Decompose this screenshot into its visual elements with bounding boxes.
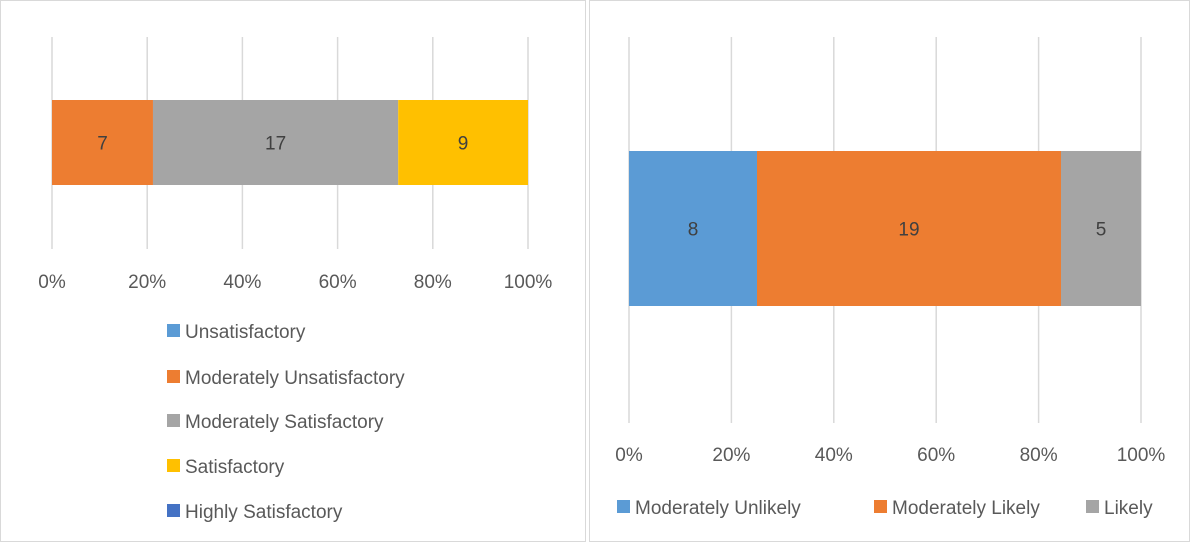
x-tick-label: 20% — [712, 445, 750, 466]
legend-swatch — [617, 500, 630, 513]
x-tick-label: 100% — [504, 272, 553, 293]
legend-swatch — [167, 459, 180, 472]
x-tick-label: 20% — [128, 272, 166, 293]
legend-swatch — [167, 504, 180, 517]
data-label: 8 — [688, 220, 699, 241]
bar-segment-moderately-unlikely — [629, 151, 757, 306]
legend-label: Likely — [1104, 498, 1153, 519]
x-tick-label: 80% — [1020, 445, 1058, 466]
bar-segment-moderately-unsatisfactory — [52, 100, 153, 185]
stacked-bar-chart-satisfaction: 7 17 9 0% 20% 40% 60% 80% 100% Unsatisfactory Mode… — [38, 37, 553, 523]
bar-segment-satisfactory — [398, 100, 528, 185]
legend-swatch — [167, 370, 180, 383]
data-label: 9 — [458, 134, 469, 155]
x-tick-label: 100% — [1117, 445, 1166, 466]
x-tick-label: 0% — [615, 445, 643, 466]
x-tick-label: 80% — [414, 272, 452, 293]
legend-label: Moderately Unlikely — [635, 498, 801, 519]
data-label: 5 — [1096, 220, 1107, 241]
chart-panel-left: 7 17 9 0% 20% 40% 60% 80% 100% Unsatisfactory Mode… — [0, 0, 586, 542]
legend-label: Unsatisfactory — [185, 322, 306, 343]
data-label: 17 — [265, 134, 286, 155]
chart-panel-right: 8 19 5 0% 20% 40% 60% 80% 100% Moderately Unlikel… — [589, 0, 1190, 542]
legend-label: Moderately Unsatisfactory — [185, 368, 405, 389]
bar-segment-moderately-satisfactory — [152, 100, 399, 185]
legend-swatch — [167, 324, 180, 337]
data-label: 7 — [97, 134, 108, 155]
legend-swatch — [167, 414, 180, 427]
stacked-bar-chart-likelihood: 8 19 5 0% 20% 40% 60% 80% 100% Moderately Unlikel… — [615, 37, 1166, 519]
legend-label: Highly Satisfactory — [185, 502, 343, 523]
legend-label: Moderately Likely — [892, 498, 1040, 519]
legend-swatch — [874, 500, 887, 513]
x-tick-label: 60% — [917, 445, 955, 466]
data-label: 19 — [898, 220, 919, 241]
bar-segment-likely — [1061, 151, 1141, 306]
x-tick-label: 0% — [38, 272, 66, 293]
bar-segment-moderately-likely — [757, 151, 1061, 306]
legend-label: Moderately Satisfactory — [185, 412, 384, 433]
x-tick-label: 40% — [223, 272, 261, 293]
x-tick-label: 40% — [815, 445, 853, 466]
x-tick-label: 60% — [319, 272, 357, 293]
legend-label: Satisfactory — [185, 457, 285, 478]
legend-swatch — [1086, 500, 1099, 513]
